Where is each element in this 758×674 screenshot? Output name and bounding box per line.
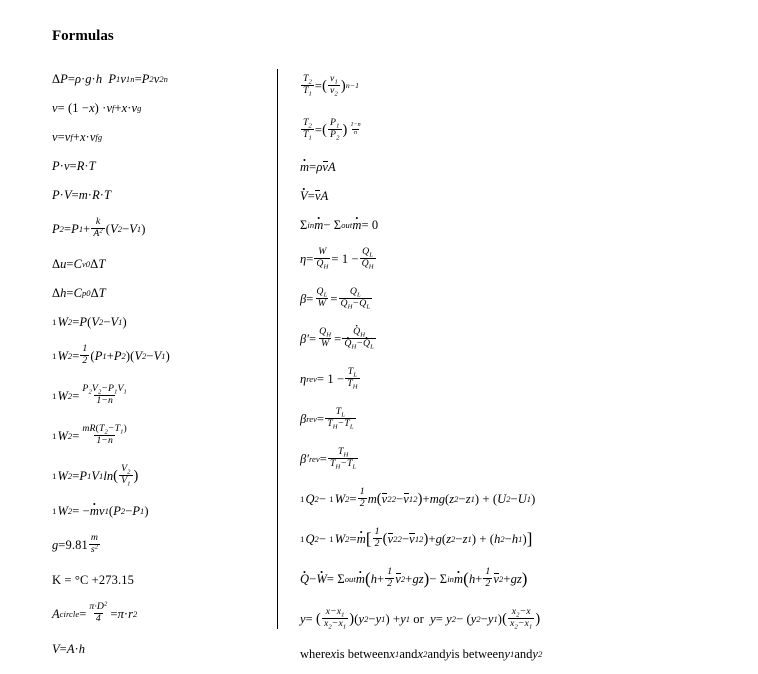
eq-w-isoV: 1W2 = −mv1(P2 − P1) — [52, 501, 277, 521]
kelvin-offset: 273.15 — [99, 574, 134, 587]
eq-beta-rev: βrev = TLTH−TL — [300, 404, 718, 434]
right-column: T2T1 = (v1v2)n−1 T2T1 = (P1P2)1−nn m = ρ… — [278, 69, 718, 659]
eq-volume: V = A · h — [52, 639, 277, 659]
eq-QW-2: 1Q2 − 1W2 = m [12(v22 − v12) + g(z2 − z1… — [300, 524, 718, 554]
formula-sheet-page: Formulas ΔP = ρ · g · h P1v1n = P2v2n v … — [0, 0, 758, 674]
eq-du: Δu = Cv0ΔT — [52, 254, 277, 274]
eq-QW-1: 1Q2 − 1W2 = 12m(v22 − v12) + mg(z2 − z1)… — [300, 484, 718, 514]
eq-interp-note: where x is between x1 and x2 and y is be… — [300, 644, 718, 664]
eq-p2-pump: P2 = P1 + kA2 (V2 − V1) — [52, 214, 277, 244]
eq-dp: ΔP = ρ · g · h P1v1n = P2v2n — [52, 69, 277, 89]
eq-mass-bal: Σin m − Σout m = 0 — [300, 215, 718, 235]
eq-w-isobar: 1W2 = P(V2 − V1) — [52, 312, 277, 332]
page-title: Formulas — [52, 28, 718, 45]
two-column-layout: ΔP = ρ · g · h P1v1n = P2v2n v = (1 − x)… — [52, 69, 718, 659]
eq-w-trap: 1W2 = 12 (P1 + P2)(V2 − V1) — [52, 341, 277, 371]
eq-T-ratio-v: T2T1 = (v1v2)n−1 — [300, 69, 718, 103]
left-column: ΔP = ρ · g · h P1v1n = P2v2n v = (1 − x)… — [52, 69, 277, 659]
eq-sfee: Q − W = Σout m (h + 12v2 + gz) − Σin m (… — [300, 564, 718, 594]
eq-pv-rt: P · v = R · T — [52, 156, 277, 176]
eq-w-poly2: 1W2 = mR(T2−T1)1−n — [52, 421, 277, 451]
eq-interp: y = (x−x1x2−x1) (y2 − y1) + y1 or y = y2… — [300, 604, 718, 634]
eq-beta-prime-rev: β′rev = THTH−TL — [300, 444, 718, 474]
g-value: 9.81 — [65, 539, 87, 552]
eq-beta-prime: β′ = QHW = QHQH−QL — [300, 324, 718, 354]
eq-eta-rev: ηrev = 1 − TLTH — [300, 364, 718, 394]
eq-w-poly1: 1W2 = P2V2−P1V11−n — [52, 381, 277, 411]
eq-v-fg: v = vf + x · vfg — [52, 127, 277, 147]
eq-T-ratio-p: T2T1 = (P1P2)1−nn — [300, 113, 718, 147]
eq-v-mix: v = (1 − x) · vf + x · vg — [52, 98, 277, 118]
eq-dh: Δh = Cp0ΔT — [52, 283, 277, 303]
eq-area: Acircle = π·D24 = π · r2 — [52, 599, 277, 629]
eq-pV-mrt: P · V = m · R · T — [52, 185, 277, 205]
eq-w-isoT: 1W2 = P1V1 ln (V2V1) — [52, 461, 277, 491]
eq-beta: β = QLW = QLQH−QL — [300, 284, 718, 314]
eq-vdot: V = vA — [300, 186, 718, 206]
eq-g: g = 9.81 ms2 — [52, 530, 277, 560]
eq-kelvin: K = °C + 273.15 — [52, 570, 277, 590]
eq-eta: η = WQH = 1 − QLQH — [300, 244, 718, 274]
eq-mdot: m = ρvA — [300, 157, 718, 177]
